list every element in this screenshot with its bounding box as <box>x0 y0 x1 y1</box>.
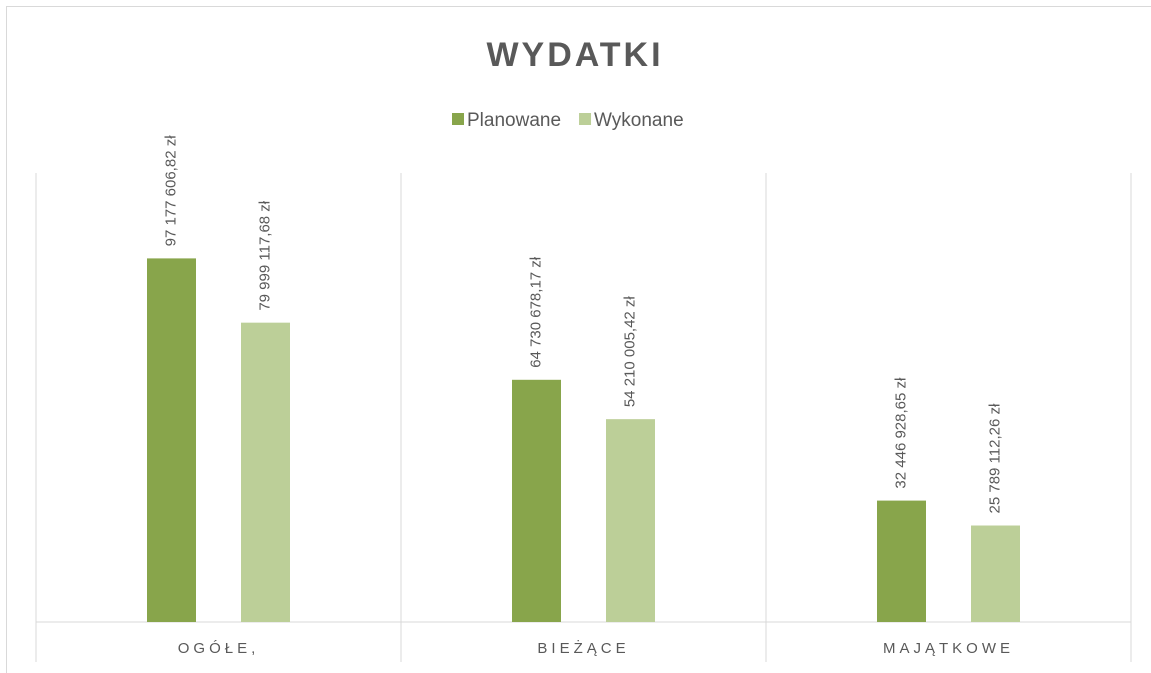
legend-label: Wykonane <box>594 110 684 131</box>
data-label: 64 730 678,17 zł <box>527 256 544 368</box>
legend-swatch <box>452 113 464 125</box>
bar <box>512 379 561 622</box>
bar <box>606 419 655 622</box>
data-label: 54 210 005,42 zł <box>621 296 638 408</box>
bar <box>877 500 926 622</box>
x-tick-label: OGÓŁE, <box>178 640 260 657</box>
data-label: 97 177 606,82 zł <box>162 135 179 247</box>
chart-title: WYDATKI <box>486 36 663 74</box>
legend-label: Planowane <box>467 110 561 131</box>
data-label: 79 999 117,68 zł <box>256 200 273 310</box>
x-tick-label: MAJĄTKOWE <box>883 640 1014 657</box>
legend-swatch <box>579 113 592 125</box>
data-label: 32 446 928,65 zł <box>892 377 909 489</box>
x-tick-label: BIEŻĄCE <box>537 639 629 657</box>
bar <box>147 258 196 622</box>
data-label: 25 789 112,26 zł <box>986 403 1003 513</box>
chart-border <box>6 6 1151 673</box>
bar <box>971 525 1020 622</box>
bar <box>241 322 290 622</box>
